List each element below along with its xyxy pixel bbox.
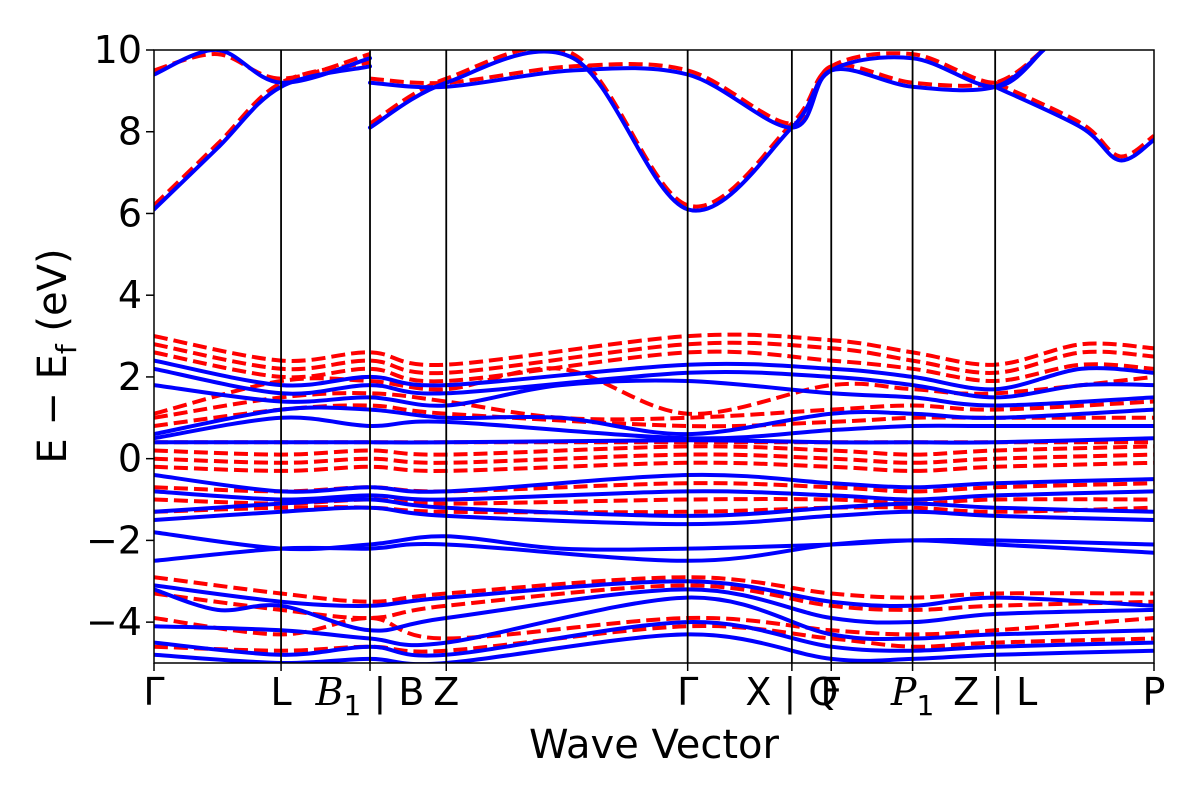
y-axis-label: E − Ef (eV): [30, 248, 83, 463]
kpoint-label: F: [820, 670, 842, 714]
solid-band-line: [154, 378, 1154, 408]
y-tick-label: 2: [118, 355, 142, 399]
solid-band-line: [154, 489, 1154, 502]
kpoint-label: Z: [433, 670, 459, 714]
y-axis-ticks: −4 −2 0 2 4 6 8 10: [86, 28, 154, 644]
plot-frame: [153, 49, 1155, 664]
solid-band-line: [368, 50, 1046, 213]
solid-band-line: [154, 436, 1154, 445]
band-lines: [154, 50, 1154, 663]
dashed-band-line: [154, 391, 1154, 422]
solid-band-line: [154, 405, 1154, 437]
kpoint-label: Γ: [143, 670, 164, 714]
kpoint-label: L: [270, 670, 291, 714]
solid-band-line: [154, 358, 1154, 392]
y-tick-label: −2: [86, 518, 142, 562]
y-tick-label: 10: [94, 28, 142, 72]
dashed-band-line: [154, 444, 1154, 457]
kpoint-label: Γ: [677, 670, 698, 714]
kpoint-label: P1: [890, 670, 934, 722]
dashed-band-line: [154, 349, 1154, 384]
dashed-band-line: [154, 615, 1154, 641]
y-tick-label: 4: [118, 273, 142, 317]
y-tick-label: 6: [118, 191, 142, 235]
dashed-band-line: [154, 481, 1154, 494]
solid-band-line: [154, 587, 1154, 633]
dashed-band-line: [154, 505, 1154, 515]
dashed-band-line: [994, 80, 1154, 159]
solid-band-line: [154, 64, 372, 212]
kpoint-label: Z | L: [953, 670, 1037, 715]
high-symmetry-lines: [280, 50, 997, 663]
dashed-band-line: [368, 50, 1045, 209]
y-tick-label: −4: [86, 600, 142, 644]
y-tick-label: 0: [118, 437, 142, 481]
solid-band-line: [368, 50, 1046, 130]
dashed-band-line: [154, 340, 1154, 376]
x-axis-label: Wave Vector: [529, 722, 780, 768]
solid-band-line: [154, 366, 1154, 400]
dashed-band-line: [154, 60, 371, 207]
dashed-band-line: [154, 332, 1154, 368]
dashed-band-line: [154, 460, 1154, 473]
dashed-band-line: [154, 452, 1154, 465]
solid-band-line: [993, 84, 1154, 163]
y-tick-label: 8: [118, 110, 142, 154]
dashed-band-line: [369, 50, 1045, 126]
kpoint-label: P: [1143, 670, 1166, 714]
dashed-band-line: [154, 497, 1154, 506]
dashed-band-line: [154, 575, 1154, 604]
kpoint-label: X | Q: [745, 670, 838, 715]
kpoint-label: B1 | B: [315, 670, 425, 722]
